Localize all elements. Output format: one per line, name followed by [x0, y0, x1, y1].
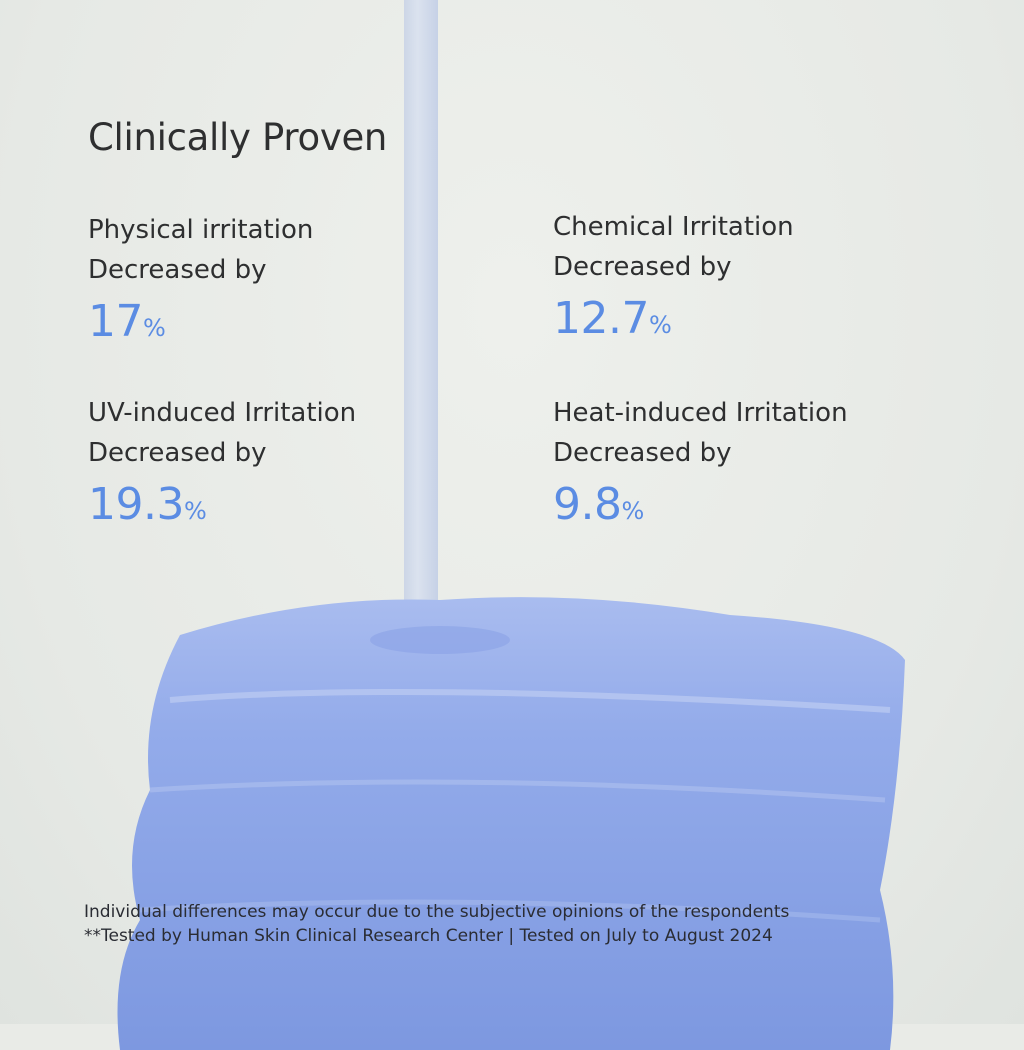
stat-sublabel: Decreased by — [553, 252, 732, 282]
stat-sublabel: Decreased by — [88, 255, 267, 285]
footnote-test-info: **Tested by Human Skin Clinical Research… — [84, 926, 773, 946]
footnote-disclaimer: Individual differences may occur due to … — [84, 902, 790, 922]
stat-sublabel: Decreased by — [553, 438, 732, 468]
stat-value: 17% — [88, 296, 166, 347]
stat-sublabel: Decreased by — [88, 438, 267, 468]
stat-chemical-irritation: Chemical Irritation Decreased by 12.7% — [553, 207, 794, 345]
stat-value: 19.3% — [88, 479, 207, 530]
stat-value: 9.8% — [553, 479, 644, 530]
stat-heat-irritation: Heat-induced Irritation Decreased by 9.8… — [553, 393, 848, 531]
footnotes: Individual differences may occur due to … — [84, 900, 789, 948]
stat-physical-irritation: Physical irritation Decreased by 17% — [88, 210, 313, 348]
stat-label: Heat-induced Irritation — [553, 398, 848, 428]
gel-stream-image — [404, 0, 438, 630]
stat-label: Physical irritation — [88, 215, 314, 245]
blue-gel-image — [117, 597, 905, 1050]
stat-label: UV-induced Irritation — [88, 398, 357, 428]
stat-value: 12.7% — [553, 293, 672, 344]
page-title: Clinically Proven — [88, 116, 388, 159]
stat-label: Chemical Irritation — [553, 212, 794, 242]
stat-uv-irritation: UV-induced Irritation Decreased by 19.3% — [88, 393, 356, 531]
